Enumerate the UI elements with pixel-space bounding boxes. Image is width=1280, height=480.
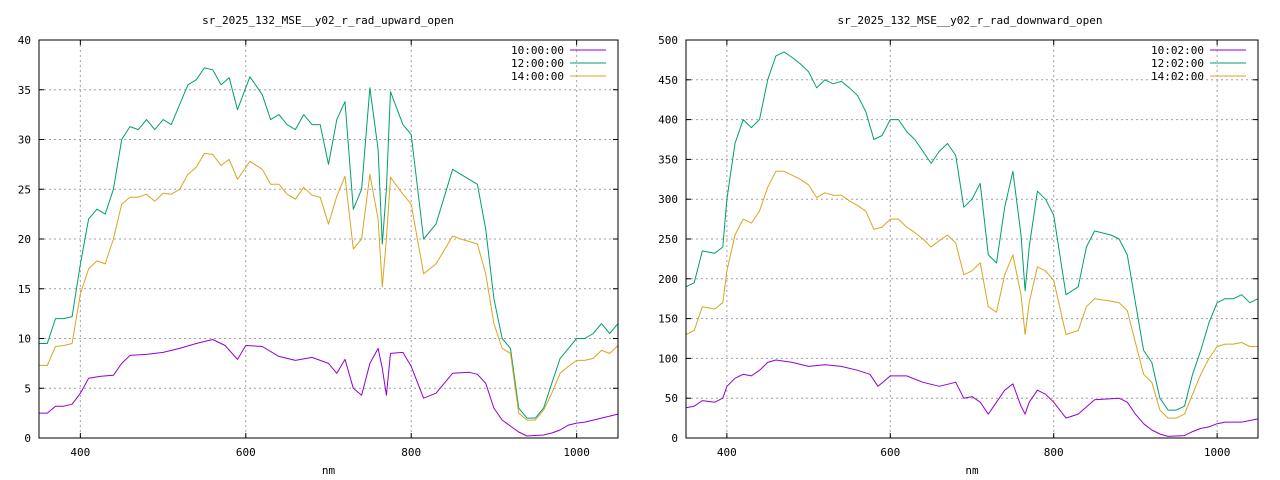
x-tick-label: 600: [236, 446, 256, 459]
y-tick-label: 0: [671, 432, 678, 445]
y-tick-label: 10: [18, 333, 31, 346]
y-tick-label: 50: [665, 392, 678, 405]
series-line-12:02:00: [685, 51, 1259, 411]
x-tick-label: 600: [880, 446, 900, 459]
y-tick-label: 0: [24, 432, 31, 445]
x-axis-label: nm: [322, 464, 336, 477]
y-tick-label: 400: [658, 114, 678, 127]
plot-frame: [685, 39, 1259, 439]
x-tick-label: 400: [70, 446, 90, 459]
x-tick-label: 800: [401, 446, 421, 459]
downward-chart: sr_2025_132_MSE__y02_r_rad_downward_open…: [658, 14, 1259, 477]
plot-frame: [38, 39, 619, 439]
chart-title: sr_2025_132_MSE__y02_r_rad_downward_open: [838, 14, 1103, 27]
legend-label: 14:02:00: [1151, 70, 1204, 83]
series-line-10:00:00: [39, 339, 619, 437]
upward-chart: sr_2025_132_MSE__y02_r_rad_upward_open 40…: [18, 14, 619, 477]
y-tick-label: 450: [658, 74, 678, 87]
y-tick-label: 30: [18, 134, 31, 147]
y-tick-label: 150: [658, 313, 678, 326]
x-tick-label: 400: [717, 446, 737, 459]
legend-label: 10:00:00: [511, 44, 564, 57]
x-tick-label: 1000: [1204, 446, 1231, 459]
series-line-14:00:00: [39, 152, 619, 421]
y-tick-label: 35: [18, 84, 31, 97]
y-tick-label: 20: [18, 233, 31, 246]
x-tick-label: 800: [1044, 446, 1064, 459]
y-tick-label: 300: [658, 193, 678, 206]
y-tick-label: 200: [658, 273, 678, 286]
y-tick-label: 100: [658, 352, 678, 365]
series-line-10:02:00: [685, 359, 1259, 437]
y-tick-label: 15: [18, 283, 31, 296]
legend-label: 12:00:00: [511, 57, 564, 70]
y-tick-label: 5: [24, 382, 31, 395]
legend-label: 10:02:00: [1151, 44, 1204, 57]
legend-label: 14:00:00: [511, 70, 564, 83]
legend-label: 12:02:00: [1151, 57, 1204, 70]
y-tick-label: 40: [18, 34, 31, 47]
y-tick-label: 350: [658, 153, 678, 166]
y-tick-label: 500: [658, 34, 678, 47]
y-tick-label: 250: [658, 233, 678, 246]
series-line-14:02:00: [685, 170, 1258, 419]
series-line-12:00:00: [39, 67, 619, 419]
x-axis-label: nm: [965, 464, 979, 477]
chart-title: sr_2025_132_MSE__y02_r_rad_upward_open: [202, 14, 454, 27]
y-tick-label: 25: [18, 183, 31, 196]
x-tick-label: 1000: [563, 446, 590, 459]
